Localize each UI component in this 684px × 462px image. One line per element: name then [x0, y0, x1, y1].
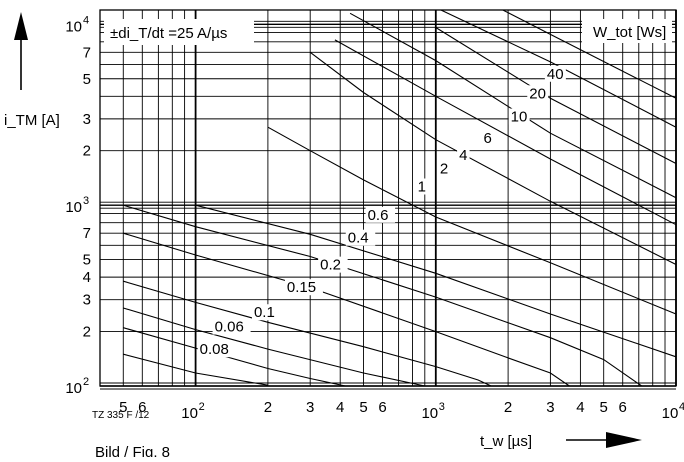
curve-label: 0.08: [200, 341, 229, 358]
curve-label-bg: [437, 160, 451, 177]
curve-0-6: [195, 204, 677, 358]
curve-label-bg: [197, 341, 236, 358]
y-tick-label: 7: [83, 44, 91, 61]
y-tick-label: 5: [83, 71, 91, 88]
curve-0-4: [123, 204, 643, 387]
y-axis-arrow-head: [14, 12, 28, 40]
x-tick-labels: 5 6 2 3 4 5 6 2 3 4 5 610 2 10 3 10 4: [119, 399, 684, 422]
x-tick-label-decade: 10: [421, 405, 438, 422]
y-tick-label: 3: [83, 292, 91, 309]
x-tick-label-decade: 10: [662, 405, 679, 422]
curve-label: 4: [459, 147, 467, 164]
curve-label-bg: [212, 318, 251, 335]
figure-caption: Bild / Fig. 8: [95, 444, 170, 457]
curve-label: 0.1: [254, 304, 275, 321]
x-tick-label-decade: 10: [181, 405, 198, 422]
curve-4: [334, 39, 677, 226]
curve-label: 40: [547, 66, 564, 83]
curve-label-bg: [527, 85, 549, 102]
y-tick-exponent: 3: [83, 195, 89, 207]
x-tick-label: 6: [619, 399, 627, 416]
curve-label: 20: [529, 85, 546, 102]
curve-label-bg: [481, 130, 495, 147]
curve-label-bg: [508, 108, 530, 125]
x-tick-label: 5: [359, 399, 367, 416]
y-tick-label-decade: 10: [65, 380, 82, 397]
curve-label: 0.4: [348, 230, 369, 247]
legend-box: [582, 19, 672, 43]
curve-label: 0.15: [287, 279, 316, 296]
curve-2: [309, 51, 677, 265]
x-tick-label: 3: [546, 399, 554, 416]
curve-label-bg: [251, 304, 282, 321]
x-tick-label: 6: [138, 399, 146, 416]
curve-label-bg: [415, 178, 429, 195]
curve-6: [349, 12, 677, 199]
curve-20: [440, 9, 677, 128]
y-tick-label-decade: 10: [65, 199, 82, 216]
curve-40: [502, 9, 677, 99]
y-tick-label: 5: [83, 252, 91, 269]
x-tick-label: 3: [306, 399, 314, 416]
x-tick-exponent: 2: [199, 401, 205, 413]
curve-0-08: [123, 353, 268, 386]
curves: [123, 9, 677, 387]
annotation-box: [104, 19, 254, 45]
x-tick-label: 6: [378, 399, 386, 416]
curve-0-2: [123, 232, 570, 387]
curve-0-1: [123, 307, 425, 387]
annotation-text: ±di_T/dt =25 A/µs: [110, 25, 227, 42]
x-tick-label: 4: [576, 399, 584, 416]
x-tick-label: 2: [504, 399, 512, 416]
curve-label: 10: [511, 109, 528, 126]
y-tick-label: 3: [83, 111, 91, 128]
legend-title: W_tot [Ws]: [593, 24, 666, 41]
y-tick-label: 2: [83, 324, 91, 341]
y-tick-exponent: 2: [83, 376, 89, 388]
x-tick-exponent: 3: [439, 401, 445, 413]
x-axis-arrow-head: [606, 432, 642, 448]
x-tick-label: 4: [336, 399, 344, 416]
curve-10: [435, 27, 677, 164]
curve-label-bg: [457, 146, 470, 163]
y-tick-label-decade: 10: [65, 18, 82, 35]
curve-label-bg: [318, 256, 348, 273]
y-tick-label: 2: [83, 143, 91, 160]
curve-label: 2: [440, 160, 448, 177]
x-tick-label: 2: [264, 399, 272, 416]
curve-label-bg: [365, 206, 396, 223]
y-tick-label: 4: [83, 269, 91, 286]
curve-1: [267, 126, 677, 315]
figure-code: TZ 335 F /12: [92, 410, 150, 421]
curve-label: 0.6: [368, 207, 389, 224]
curve-label: 0.2: [320, 257, 341, 274]
x-tick-label: 5: [600, 399, 608, 416]
curve-label-bg: [544, 65, 566, 82]
y-tick-label: 7: [83, 225, 91, 242]
x-tick-label: 5: [119, 399, 127, 416]
x-tick-exponent: 4: [679, 401, 684, 413]
curve-label: 6: [484, 130, 492, 147]
curve-0-15: [123, 280, 492, 387]
y-axis-label: i_TM [A]: [4, 112, 60, 129]
curve-label-bg: [345, 229, 376, 246]
y-tick-exponent: 4: [83, 14, 89, 26]
curve-0-06: [123, 327, 346, 387]
curve-label-bg: [284, 279, 323, 296]
plot-frame: [99, 9, 677, 387]
curve-label: 0.06: [215, 319, 244, 336]
curve-label: 1: [418, 178, 426, 195]
x-axis-label: t_w [µs]: [480, 433, 532, 450]
